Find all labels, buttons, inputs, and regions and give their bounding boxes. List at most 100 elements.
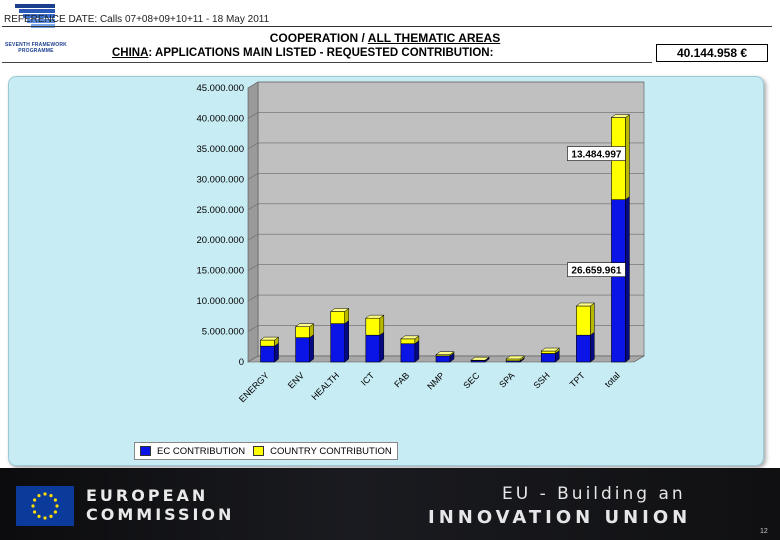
y-tick-label: 30.000.000 [196,174,244,185]
bar-ec-side [414,340,420,363]
annotation-box [567,262,626,277]
y-tick-label: 35.000.000 [196,144,244,155]
stacked-bar-chart: 0 5.000.000 10.000.000 15.000.000 20.000.000… [196,81,646,404]
bar-top [329,308,350,312]
x-tick-label: FAB [392,370,411,389]
eu-star-icon [53,498,57,502]
gridline-side [247,325,259,332]
bar-ec-fab [400,343,416,363]
divider [2,26,772,27]
x-tick-label: SSH [532,370,552,390]
gridline-side [247,173,259,180]
bar-country-health [330,311,346,324]
gridline-side [247,112,259,119]
y-tick-label: 25.000.000 [196,205,244,216]
eu-star-icon [43,516,47,520]
gridline-side [247,355,259,363]
bar-ec-env [295,337,310,363]
bar-top [365,314,385,319]
page-subtitle: CHINA: APPLICATIONS MAIN LISTED - REQUES… [112,47,493,59]
bar-top [540,347,561,352]
bar-top [610,114,631,118]
bar-top [400,335,420,340]
org-name: EUROPEAN COMMISSION [86,486,234,524]
eu-star-icon [33,510,37,514]
page-title: COOPERATION / ALL THEMATIC AREAS [200,31,570,45]
bar-country-env [295,326,310,338]
footer [0,468,780,540]
legend-swatch-ec [140,446,151,456]
bar-ec-side [309,334,314,363]
bar-ec-side [590,331,595,363]
eu-star-icon [55,504,59,508]
y-tick-label: 10.000.000 [196,296,244,307]
gridline-side [247,264,259,271]
bar-country-side [379,314,385,336]
bar-country-fab [400,338,416,345]
title-prefix: COOPERATION / [269,31,368,45]
chart-legend: EC CONTRIBUTION COUNTRY CONTRIBUTION [134,442,398,460]
bar-country-tpt [576,305,591,336]
bar-country-energy [260,339,275,347]
eu-star-icon [53,510,57,514]
bar-country-side [625,114,630,201]
gridline-side [247,203,259,211]
annotation-box [567,146,626,161]
bar-ec-total [611,199,626,363]
chart-side-wall [247,81,259,363]
bar-country-ssh [540,350,556,354]
x-tick-label: NMP [425,370,446,391]
slogan-line1: EU - Building an [502,484,686,504]
legend-swatch-country [253,446,265,456]
fp7-logo-text: SEVENTH FRAMEWORK PROGRAMME [4,42,67,54]
bar-ec-tpt [576,334,591,363]
x-tick-label: SPA [497,370,516,389]
y-tick-label: 5.000.000 [202,327,244,338]
bar-ec-ssh [540,353,556,363]
bar-country-ict [365,317,381,336]
x-tick-label: TPT [568,370,587,389]
bar-ec-side [379,331,385,363]
subtitle-country: CHINA [112,47,149,59]
bar-top [575,302,596,307]
gridline-side [247,81,259,89]
y-tick-label: 15.000.000 [196,266,244,277]
bar-top [294,323,315,327]
y-tick-label: 0 [239,357,244,368]
eu-star-icon [43,492,47,496]
bar-country-spa [505,358,521,362]
bar-top [259,336,280,341]
x-tick-label: HEALTH [309,370,341,402]
org-line2: COMMISSION [86,505,235,524]
page-number: 12 [760,528,768,535]
bar-ec-nmp [435,355,451,363]
bar-top [470,356,490,361]
eu-star-icon [37,514,41,518]
bar-ec-side [625,196,630,363]
bar-top [505,355,525,360]
bar-country-side [590,302,595,336]
x-tick-label: SEC [461,370,482,391]
y-tick-label: 45.000.000 [196,83,244,94]
title-emph: ALL THEMATIC AREAS [367,31,501,45]
eu-star-icon [37,494,41,498]
legend-label-ec: EC CONTRIBUTION [157,445,246,457]
eu-star-icon [33,498,37,502]
header: SEVENTH FRAMEWORK PROGRAMME REFERENCE DA… [0,0,780,68]
gridline-side [247,233,259,241]
eu-star-icon [49,514,53,518]
eu-star-icon [31,504,35,508]
x-tick-label: ICT [359,370,377,388]
org-line1: EUROPEAN [86,486,209,505]
bar-ec-ict [365,334,381,363]
reference-date: REFERENCE DATE: Calls 07+08+09+10+11 - 1… [4,14,270,25]
y-tick-label: 40.000.000 [196,113,244,124]
annotation-label: 13.484.997 [571,150,621,161]
legend-label-country: COUNTRY CONTRIBUTION [270,445,392,457]
bar-ec-side [344,320,349,363]
subtitle-rest: : APPLICATIONS MAIN LISTED - REQUESTED C… [148,47,494,59]
bar-ec-health [330,323,346,363]
eu-star-icon [49,494,53,498]
total-value: 40.144.958 € [656,44,768,62]
divider [2,62,652,63]
